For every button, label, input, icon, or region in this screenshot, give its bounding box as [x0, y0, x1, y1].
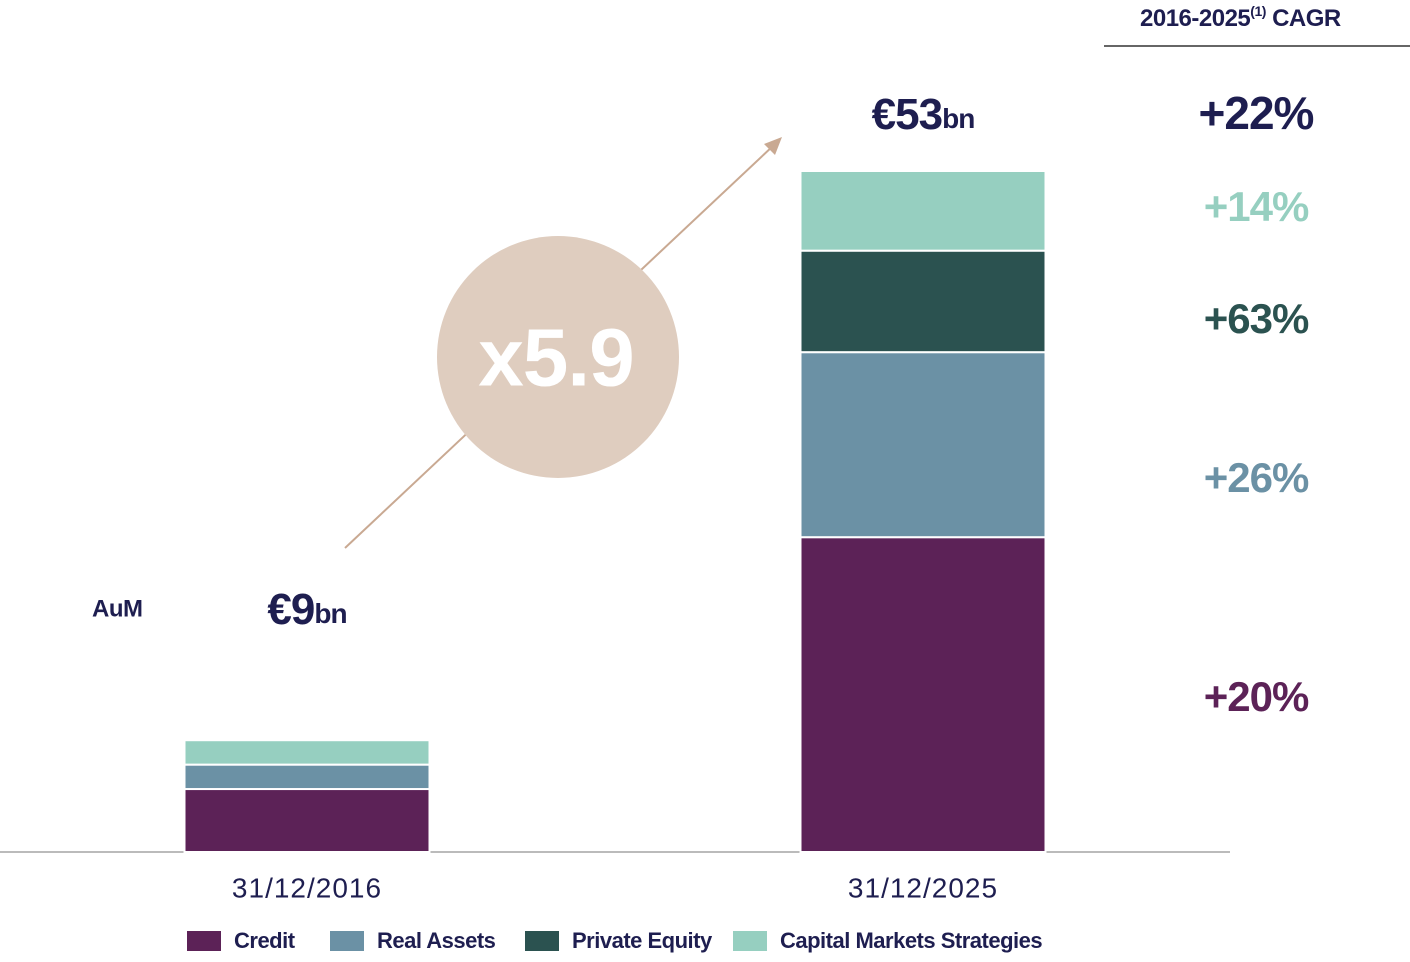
cagr-label: +20%	[1204, 673, 1309, 720]
total-unit: bn	[314, 598, 346, 629]
legend-swatch	[525, 931, 559, 951]
x-tick-label: 31/12/2025	[848, 872, 998, 903]
bar-segment	[183, 763, 431, 791]
cagr-label: +26%	[1204, 454, 1309, 501]
bar-segment	[799, 351, 1047, 539]
cagr-header-suffix: CAGR	[1266, 5, 1341, 32]
legend-swatch	[733, 931, 767, 951]
x-tick-label: 31/12/2016	[232, 872, 382, 903]
total-value: €53	[872, 90, 942, 139]
multiplier-circle	[437, 236, 679, 478]
total-label: €53bn	[872, 90, 975, 139]
multiplier-label: x5.9	[478, 313, 634, 404]
cagr-label: +63%	[1204, 295, 1309, 342]
total-cagr-label: +22%	[1199, 87, 1314, 139]
cagr-header-note: (1)	[1250, 3, 1266, 19]
legend-swatch	[330, 931, 364, 951]
legend-swatch	[187, 931, 221, 951]
total-unit: bn	[942, 103, 974, 134]
legend-label: Capital Markets Strategies	[780, 928, 1042, 953]
bar-segment	[183, 788, 431, 853]
bar-segment	[799, 170, 1047, 252]
bar-segment	[799, 249, 1047, 354]
cagr-label: +14%	[1204, 183, 1309, 230]
legend-label: Credit	[234, 928, 296, 953]
bar-segment	[183, 739, 431, 766]
cagr-header: 2016-2025(1) CAGR	[1140, 3, 1341, 33]
total-label: €9bn	[267, 585, 346, 634]
legend-label: Private Equity	[572, 928, 713, 953]
arrow-head	[764, 137, 782, 155]
legend-label: Real Assets	[377, 928, 496, 953]
total-value: €9	[267, 585, 314, 634]
cagr-header-text: 2016-2025	[1140, 5, 1250, 32]
y-label: AuM	[92, 595, 142, 622]
bar-segment	[799, 536, 1047, 853]
